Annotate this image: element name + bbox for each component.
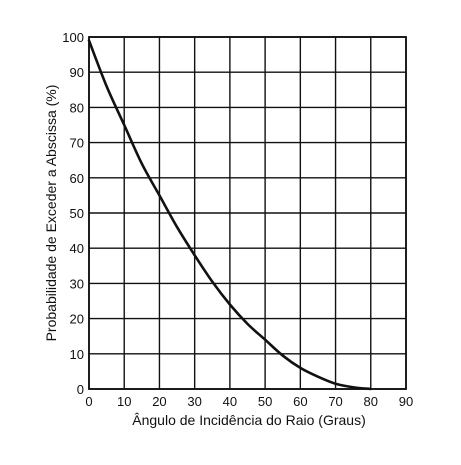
y-tick-label: 0 [77, 382, 84, 397]
y-tick-label: 40 [70, 241, 84, 256]
x-tick-label: 60 [293, 394, 307, 409]
x-axis-title: Ângulo de Incidência do Raio (Graus) [132, 412, 365, 428]
x-tick-label: 30 [187, 394, 201, 409]
x-tick-label: 20 [152, 394, 166, 409]
series-line [87, 39, 373, 391]
y-tick-label: 50 [70, 206, 84, 221]
y-tick-label: 100 [62, 30, 84, 45]
x-tick-label: 10 [117, 394, 131, 409]
y-tick-label: 30 [70, 276, 84, 291]
x-tick-label: 40 [223, 394, 237, 409]
y-axis-title: Probabilidade de Exceder a Abscissa (%) [43, 85, 59, 342]
y-tick-label: 70 [70, 136, 84, 151]
grid [88, 36, 407, 390]
y-tick-label: 10 [70, 347, 84, 362]
y-tick-label: 60 [70, 171, 84, 186]
x-tick-label: 80 [364, 394, 378, 409]
x-tick-label: 0 [85, 394, 92, 409]
y-tick-label: 80 [70, 100, 84, 115]
x-tick-label: 70 [328, 394, 342, 409]
plot-frame [88, 36, 407, 390]
tick-labels: 0 10 20 30 40 50 60 70 80 90 0 10 20 30 40 50 60 70 80 90 10… [62, 30, 413, 409]
x-tick-label: 50 [258, 394, 272, 409]
series-layer [87, 39, 373, 391]
y-tick-label: 90 [70, 65, 84, 80]
x-tick-label: 90 [399, 394, 413, 409]
y-tick-label: 20 [70, 312, 84, 327]
